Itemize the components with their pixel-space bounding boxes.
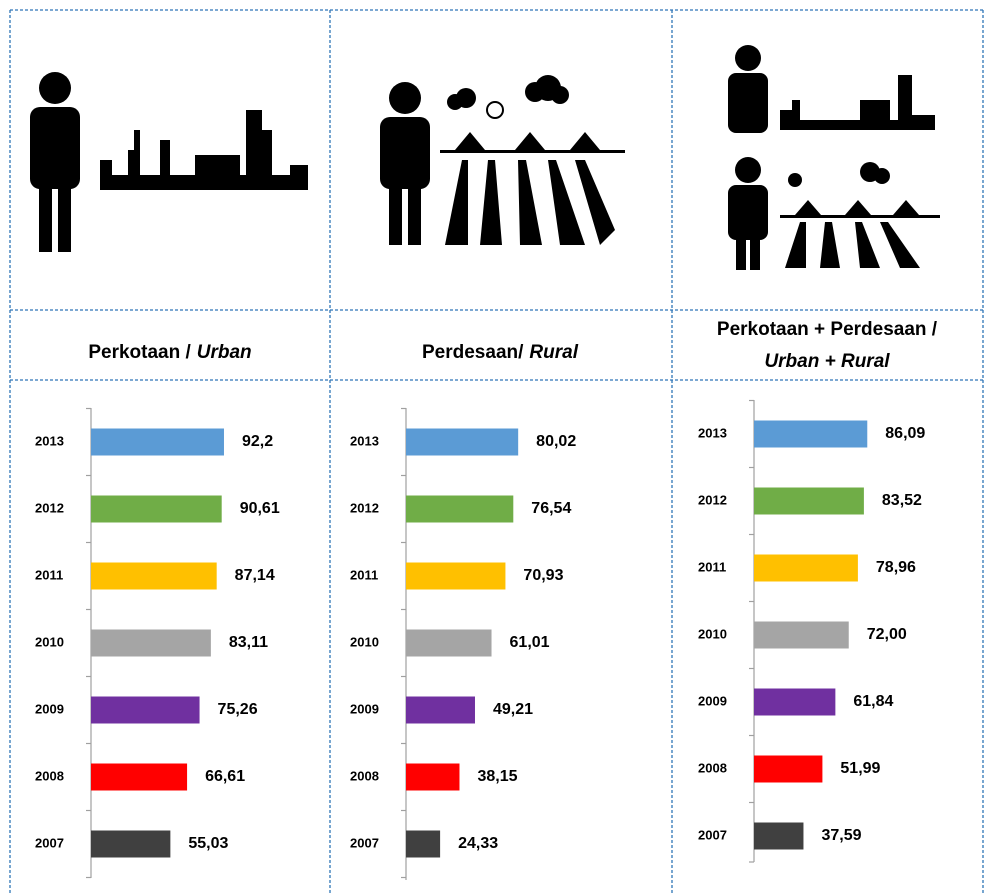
value-label: 61,84 [853,693,893,710]
bar [406,830,441,858]
rural-icon [380,75,625,245]
value-label: 49,21 [493,701,533,718]
y-tick-label: 2009 [698,693,727,708]
chart-title: Perkotaan / Urban [88,342,251,363]
bar [91,830,171,858]
value-label: 86,09 [885,425,925,442]
bar [406,495,514,523]
bar [754,621,849,649]
value-label: 38,15 [477,768,517,785]
bar [406,629,492,657]
title-italic: Rural [529,342,578,363]
value-label: 92,2 [242,433,273,450]
bar [91,763,188,791]
y-tick-label: 2009 [350,701,379,716]
y-tick-label: 2007 [350,835,379,850]
combined-icon [728,45,940,270]
bar [406,428,519,456]
bar [754,420,868,448]
y-tick-label: 2012 [698,492,727,507]
bar-chart: Perkotaan / Urban 2013 92,2 2012 90,61 2011 87,… [35,342,280,879]
bar [91,696,200,724]
bar [406,763,460,791]
value-label: 78,96 [876,559,916,576]
value-label: 83,52 [882,492,922,509]
y-tick-label: 2007 [698,827,727,842]
bar-chart: Perkotaan + Perdesaan / Urban + Rural 2013… [698,319,938,863]
charts: Perkotaan / Urban 2013 92,2 2012 90,61 2011 87,… [35,319,938,880]
value-label: 61,01 [510,634,550,651]
y-tick-label: 2013 [350,433,379,448]
value-label: 90,61 [240,500,280,517]
y-tick-label: 2011 [35,567,63,582]
bar [754,487,864,515]
bar [406,696,475,724]
y-tick-label: 2010 [35,634,64,649]
value-label: 80,02 [536,433,576,450]
y-tick-label: 2012 [35,500,64,515]
y-tick-label: 2008 [35,768,64,783]
y-tick-label: 2011 [698,559,726,574]
chart-title: Perdesaan/Rural [422,342,579,363]
bar [91,428,224,456]
value-label: 83,11 [229,634,268,651]
value-label: 76,54 [531,500,571,517]
bar [91,629,211,657]
value-label: 75,26 [218,701,258,718]
y-tick-label: 2010 [698,626,727,641]
y-tick-label: 2013 [698,425,727,440]
title-italic: Urban [197,342,252,363]
y-tick-label: 2009 [35,701,64,716]
value-label: 51,99 [840,760,880,777]
bar [406,562,506,590]
title-text: Perdesaan/ [422,342,524,363]
table-grid [9,9,984,893]
y-tick-label: 2010 [350,634,379,649]
bar-chart: Perdesaan/Rural 2013 80,02 2012 76,54 2011 70,… [350,342,579,880]
value-label: 66,61 [205,768,245,785]
value-label: 72,00 [867,626,907,643]
value-label: 70,93 [523,567,563,584]
value-label: 24,33 [458,835,498,852]
value-label: 55,03 [188,835,228,852]
bar [754,822,804,850]
bar [754,688,836,716]
title-text: Perkotaan / [88,342,191,363]
y-tick-label: 2008 [698,760,727,775]
y-tick-label: 2007 [35,835,64,850]
value-label: 37,59 [821,827,861,844]
y-tick-label: 2012 [350,500,379,515]
chart-title: Perkotaan + Perdesaan / [717,319,938,340]
bar [91,562,217,590]
y-tick-label: 2008 [350,768,379,783]
bar [754,554,858,582]
urban-icon [30,72,308,252]
y-tick-label: 2013 [35,433,64,448]
value-label: 87,14 [235,567,275,584]
y-tick-label: 2011 [350,567,378,582]
chart-title-italic: Urban + Rural [764,351,890,372]
bar [754,755,823,783]
bar [91,495,222,523]
